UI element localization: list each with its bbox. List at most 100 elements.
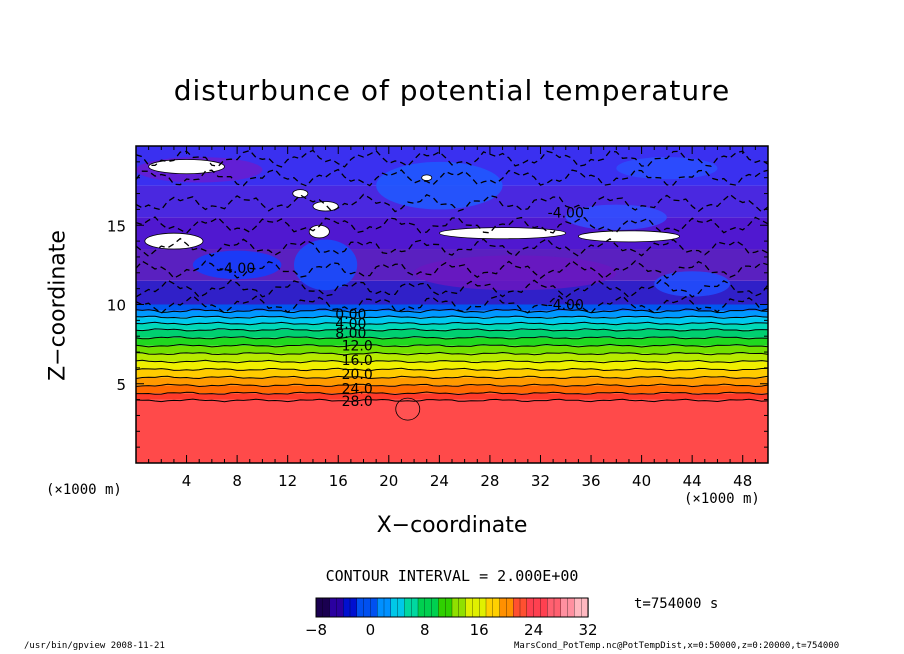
colorbar-tick-label: 16 [470, 621, 489, 639]
colorbar-cell [377, 597, 385, 618]
colorbar-cell [581, 597, 589, 618]
contour-line [136, 351, 768, 356]
field-band [136, 361, 768, 370]
field-band [136, 323, 768, 330]
colorbar-cell [329, 597, 338, 618]
field-low-region [144, 232, 204, 250]
heatmap-field [136, 146, 768, 463]
field-low-region [148, 159, 225, 175]
colorbar-cell [390, 597, 399, 618]
contour-label: 20.0 [342, 367, 373, 383]
x-tick-label: 44 [683, 472, 702, 490]
y-axis-label: Z−coordinate [45, 230, 71, 381]
y-axis-ticks: 5 10 15 [107, 161, 768, 448]
colorbar-cell [363, 597, 372, 618]
contour-line [136, 359, 768, 364]
contour-line [136, 375, 768, 380]
field-band [136, 369, 768, 378]
field-low-region [308, 224, 330, 239]
colorbar-cell [540, 597, 548, 618]
colorbar-cell [567, 597, 576, 618]
contour-line [136, 367, 768, 372]
contour-line [136, 216, 768, 235]
field-band [136, 345, 768, 354]
field-patch [616, 157, 718, 180]
colorbar-cell [343, 597, 351, 618]
footer-right: MarsCond_PotTemp.nc@PotTempDist,x=0:5000… [514, 641, 840, 651]
x-tick-label: 24 [430, 472, 449, 490]
x-tick-label: 20 [379, 472, 398, 490]
colorbar-cell [431, 597, 440, 618]
colorbar-frame [315, 597, 589, 618]
contour-line [136, 193, 768, 213]
colorbar-cell [424, 597, 433, 618]
field-band [136, 393, 768, 400]
colorbar-cell [513, 597, 521, 618]
colorbar-tick-label: 8 [420, 621, 430, 639]
colorbar-cell [560, 597, 569, 618]
colorbar-cell [370, 597, 378, 618]
colorbar-cell [547, 597, 555, 618]
colorbar-cell [553, 597, 562, 618]
colorbar-cell [349, 597, 358, 618]
colorbar-cell [404, 597, 412, 618]
contour-line [136, 336, 768, 340]
contour-label: 8.00 [335, 326, 366, 342]
field-patch [192, 250, 282, 280]
y-tick-label: 5 [116, 376, 126, 394]
field-patch [294, 239, 358, 291]
contour-label: -4.00 [548, 298, 584, 314]
colorbar-cell [451, 597, 460, 618]
colorbar-tick-label: 32 [578, 621, 597, 639]
field-band [136, 310, 768, 318]
field-low-region [312, 201, 339, 212]
colorbar-cell [492, 597, 501, 618]
contour-line [136, 321, 768, 326]
colorbar-cell [485, 597, 494, 618]
colorbar-cell [315, 597, 324, 618]
x-tick-label: 36 [581, 472, 600, 490]
x-tick-label: 16 [329, 472, 348, 490]
contour-label: 28.0 [342, 394, 373, 410]
colorbar-cell [465, 597, 474, 618]
contour-label: -4.00 [548, 206, 584, 222]
colorbar-tick-label: 24 [524, 621, 543, 639]
contour-label: 12.0 [342, 339, 373, 355]
contour-label: 16.0 [342, 353, 373, 369]
field-band [136, 399, 768, 463]
colorbar-cell [397, 597, 406, 618]
field-band [136, 377, 768, 386]
contour-label: -4.00 [219, 261, 255, 277]
x-tick-label: 28 [480, 472, 499, 490]
colorbar-cell [533, 597, 542, 618]
colorbar-cell [336, 597, 344, 618]
x-tick-label: 8 [232, 472, 242, 490]
contour-line [136, 391, 768, 396]
colorbar-cell [383, 597, 392, 618]
y-tick-label: 15 [107, 217, 126, 235]
colorbar-cell [519, 597, 528, 618]
time-label: t=754000 s [634, 596, 719, 612]
colorbar-cell [445, 597, 453, 618]
contour-line [136, 308, 768, 314]
colorbar-cell [411, 597, 419, 618]
contour-line [136, 328, 768, 332]
x-tick-label: 48 [733, 472, 752, 490]
field-low-region [578, 230, 680, 243]
contour-line [136, 149, 768, 168]
z-unit-label: (×1000 m) [46, 482, 122, 498]
colorbar-cell [438, 597, 446, 618]
colorbar: −8 0 8 16 24 32 [305, 597, 598, 639]
colorbar-cell [458, 597, 467, 618]
field-low-region [421, 174, 433, 181]
colorbar-cell [356, 597, 365, 618]
contour-label: 24.0 [342, 382, 373, 398]
x-tick-label: 32 [531, 472, 550, 490]
contour-label: 4.00 [335, 317, 366, 333]
field-patch [565, 204, 667, 231]
field-band [136, 385, 768, 394]
contour-labels: 28.024.020.016.012.08.004.000.00 -4.00 -4.… [219, 206, 584, 411]
x-tick-label: 12 [278, 472, 297, 490]
contour-line [136, 315, 768, 319]
